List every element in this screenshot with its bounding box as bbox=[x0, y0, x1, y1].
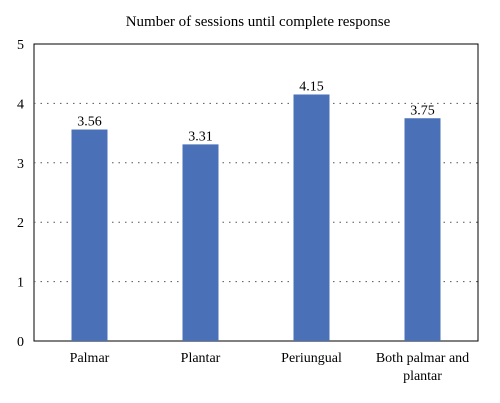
x-category-label: Plantar bbox=[181, 351, 221, 366]
bar-value-label: 3.56 bbox=[77, 115, 102, 130]
bar bbox=[293, 94, 330, 342]
bars bbox=[71, 94, 441, 342]
bar bbox=[182, 144, 219, 341]
y-tick-label: 0 bbox=[17, 335, 24, 350]
x-category-label: Periungual bbox=[281, 351, 342, 366]
value-labels: 3.56 3.31 4.15 3.75 bbox=[77, 79, 435, 144]
plot-frame bbox=[33, 43, 479, 342]
x-category-label: Palmar bbox=[70, 351, 110, 366]
bar bbox=[404, 118, 441, 341]
y-axis-ticks: 0 1 2 3 4 5 bbox=[17, 38, 24, 350]
gridlines bbox=[34, 102, 478, 283]
x-category-label: Both palmar and bbox=[376, 351, 469, 366]
category-labels: Palmar Plantar Periungual Both palmar and pl… bbox=[70, 351, 469, 384]
y-tick-label: 3 bbox=[17, 157, 24, 172]
bar-value-label: 4.15 bbox=[299, 79, 324, 94]
y-tick-label: 1 bbox=[17, 276, 24, 291]
bar bbox=[71, 129, 108, 341]
chart-title: Number of sessions until complete respon… bbox=[126, 14, 391, 30]
bar-value-label: 3.31 bbox=[188, 129, 213, 144]
bar-value-label: 3.75 bbox=[410, 103, 435, 118]
y-tick-label: 2 bbox=[17, 216, 24, 231]
y-tick-label: 5 bbox=[17, 38, 24, 53]
y-tick-label: 4 bbox=[17, 97, 24, 112]
x-category-label: plantar bbox=[403, 369, 442, 384]
